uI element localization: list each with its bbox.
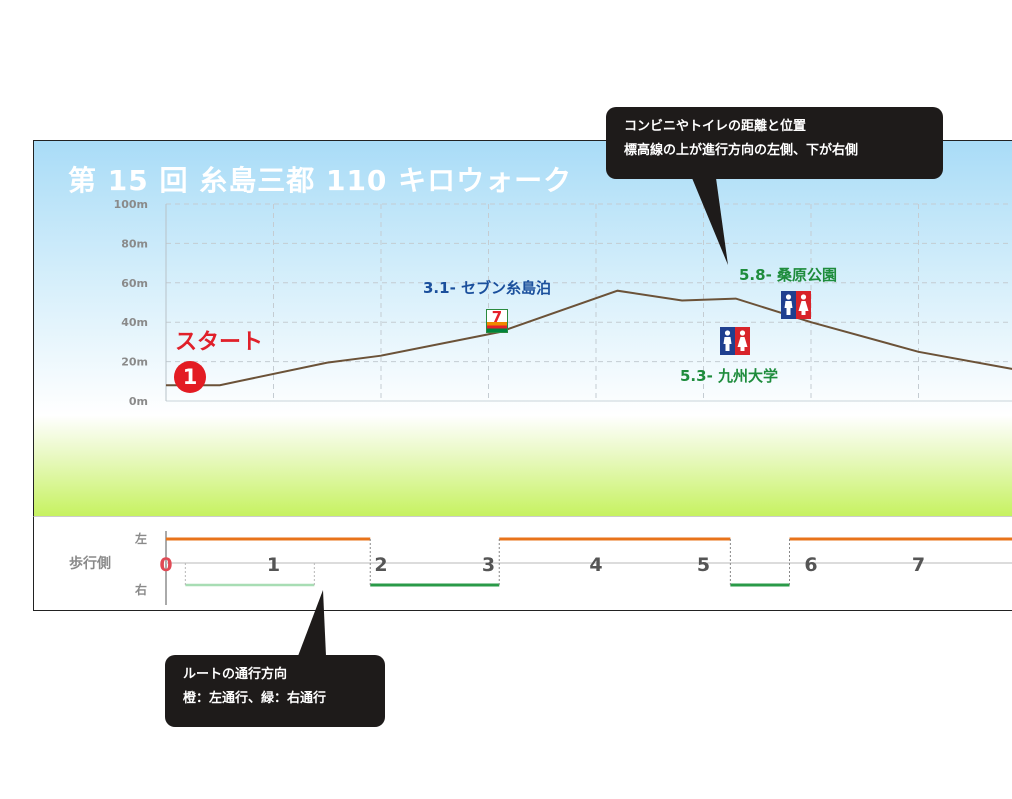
start-marker: 1 — [174, 361, 206, 393]
y-tick-label: 60m — [121, 277, 148, 290]
x-tick-label: 7 — [912, 554, 925, 576]
x-tick-label: 5 — [697, 554, 710, 576]
toilet-icon — [781, 291, 811, 319]
start-label: スタート — [175, 330, 264, 355]
elevation-panel: 0m 20m 40m 60m 80m 100m 第 15 回 糸島三都 110 キロウォー… — [33, 140, 1012, 517]
poi-label-kuwabara-park: 5.8- 桑原公園 — [739, 266, 838, 284]
walking-side-chart: 左右 歩行側 0 1 2 3 4 5 6 7 — [69, 531, 1012, 605]
side-panel-title: 歩行側 — [69, 555, 111, 572]
left-side-label: 左 — [134, 531, 147, 546]
seven-eleven-icon-number: 7 — [491, 309, 503, 326]
callout-bottom-line2: 橙：左通行、緑：右通行 — [183, 691, 327, 706]
y-tick-label: 20m — [121, 356, 148, 369]
callout-bottom-line1: ルートの通行方向 — [183, 667, 288, 682]
callout-top: コンビニやトイレの距離と位置 標高線の上が進行方向の左側、下が右側 — [606, 107, 943, 179]
callout-top-line2: 標高線の上が進行方向の左側、下が右側 — [624, 143, 859, 158]
right-side-label: 右 — [134, 582, 147, 597]
poi-label-seven-eleven: 3.1- セブン糸島泊 — [423, 279, 552, 297]
y-tick-label: 40m — [121, 316, 148, 329]
x-tick-label: 6 — [804, 554, 817, 576]
x-tick-label: 0 — [159, 554, 172, 576]
y-tick-label: 100m — [114, 198, 148, 211]
elevation-chart: 0m 20m 40m 60m 80m 100m — [114, 198, 1012, 408]
x-tick-label: 1 — [267, 554, 280, 576]
x-tick-label: 2 — [374, 554, 387, 576]
elevation-line — [166, 289, 1012, 387]
toilet-icon — [720, 327, 750, 355]
callout-top-line1: コンビニやトイレの距離と位置 — [624, 119, 807, 134]
x-tick-label: 3 — [482, 554, 495, 576]
walking-side-panel: 左右 歩行側 0 1 2 3 4 5 6 7 — [33, 516, 1012, 611]
x-tick-label: 4 — [589, 554, 602, 576]
y-tick-label: 0m — [129, 395, 148, 408]
seven-eleven-icon: 7 — [486, 309, 508, 333]
page-title: 第 15 回 糸島三都 110 キロウォーク — [68, 164, 573, 197]
y-tick-label: 80m — [121, 237, 148, 250]
callout-bottom: ルートの通行方向 橙：左通行、緑：右通行 — [165, 655, 385, 727]
poi-label-kyushu-univ: 5.3- 九州大学 — [680, 367, 779, 385]
